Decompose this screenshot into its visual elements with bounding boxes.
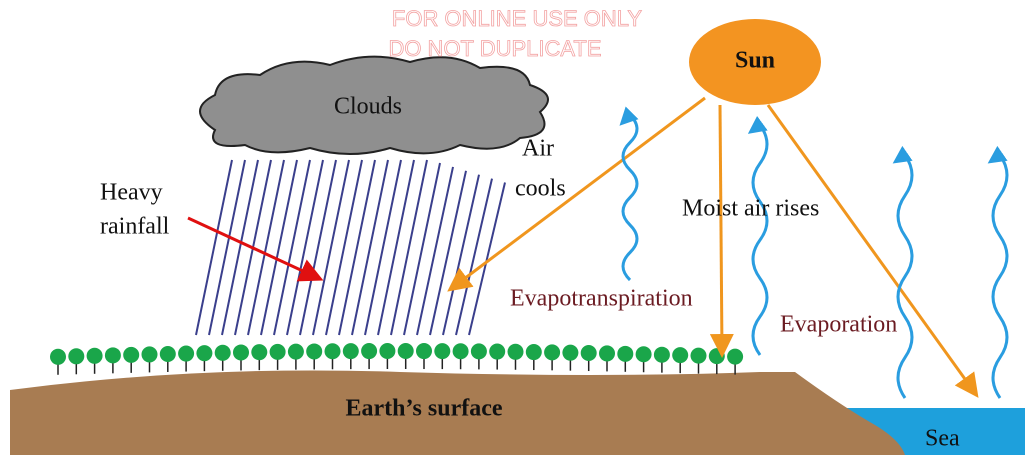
tree-crown (251, 344, 267, 360)
tree-crown (544, 344, 560, 360)
tree-crown (636, 346, 652, 362)
tree-crown (50, 349, 66, 365)
tree-crown (691, 348, 707, 364)
sun-label: Sun (735, 48, 775, 74)
tree-crown (434, 343, 450, 359)
ray-arrow (720, 105, 722, 352)
tree-crown (196, 345, 212, 361)
tree-crown (160, 346, 176, 362)
tree-crown (416, 343, 432, 359)
tree-crown (379, 343, 395, 359)
watermark: FOR ONLINE USE ONLY (392, 6, 643, 31)
evaporation-label: Evaporation (780, 312, 897, 338)
water-cycle-diagram: FOR ONLINE USE ONLY DO NOT DUPLICATE Sun… (0, 0, 1025, 455)
ray-arrow (768, 105, 975, 393)
earth-label: Earth’s surface (345, 396, 502, 422)
rainfall-label: rainfall (100, 214, 170, 240)
rainfall-label: Heavy (100, 180, 163, 206)
wavy-arrow (898, 155, 912, 398)
tree-crown (325, 343, 341, 359)
tree-crown (562, 345, 578, 361)
tree-crown (489, 344, 505, 360)
tree-crown (343, 343, 359, 359)
tree-crown (581, 345, 597, 361)
tree-crown (142, 346, 158, 362)
tree-crown (508, 344, 524, 360)
trees (50, 343, 743, 375)
rain-arrow (188, 218, 318, 278)
tree-crown (306, 343, 322, 359)
wavy-arrow (993, 155, 1007, 398)
wavy-arrow (753, 125, 767, 355)
tree-crown (471, 343, 487, 359)
air-cools-label: cools (515, 176, 566, 202)
tree-crown (87, 348, 103, 364)
tree-crown (288, 344, 304, 360)
tree-crown (123, 347, 139, 363)
rain (196, 160, 505, 335)
tree-crown (68, 348, 84, 364)
tree-crown (178, 346, 194, 362)
tree-crown (727, 349, 743, 365)
tree-crown (270, 344, 286, 360)
clouds-label: Clouds (334, 94, 402, 120)
tree-crown (233, 344, 249, 360)
tree-crown (398, 343, 414, 359)
tree-crown (526, 344, 542, 360)
tree-crown (654, 347, 670, 363)
sea-label: Sea (925, 426, 960, 452)
tree-crown (672, 347, 688, 363)
tree-crown (617, 346, 633, 362)
tree-crown (599, 345, 615, 361)
tree-crown (105, 347, 121, 363)
wavy-arrow (623, 115, 637, 280)
air-cools-label: Air (522, 136, 554, 162)
moist-air-label: Moist air rises (682, 196, 819, 222)
watermark: DO NOT DUPLICATE (388, 36, 601, 61)
tree-crown (453, 343, 469, 359)
tree-crown (215, 345, 231, 361)
evapotranspiration-label: Evapotranspiration (510, 286, 693, 312)
tree-crown (361, 343, 377, 359)
